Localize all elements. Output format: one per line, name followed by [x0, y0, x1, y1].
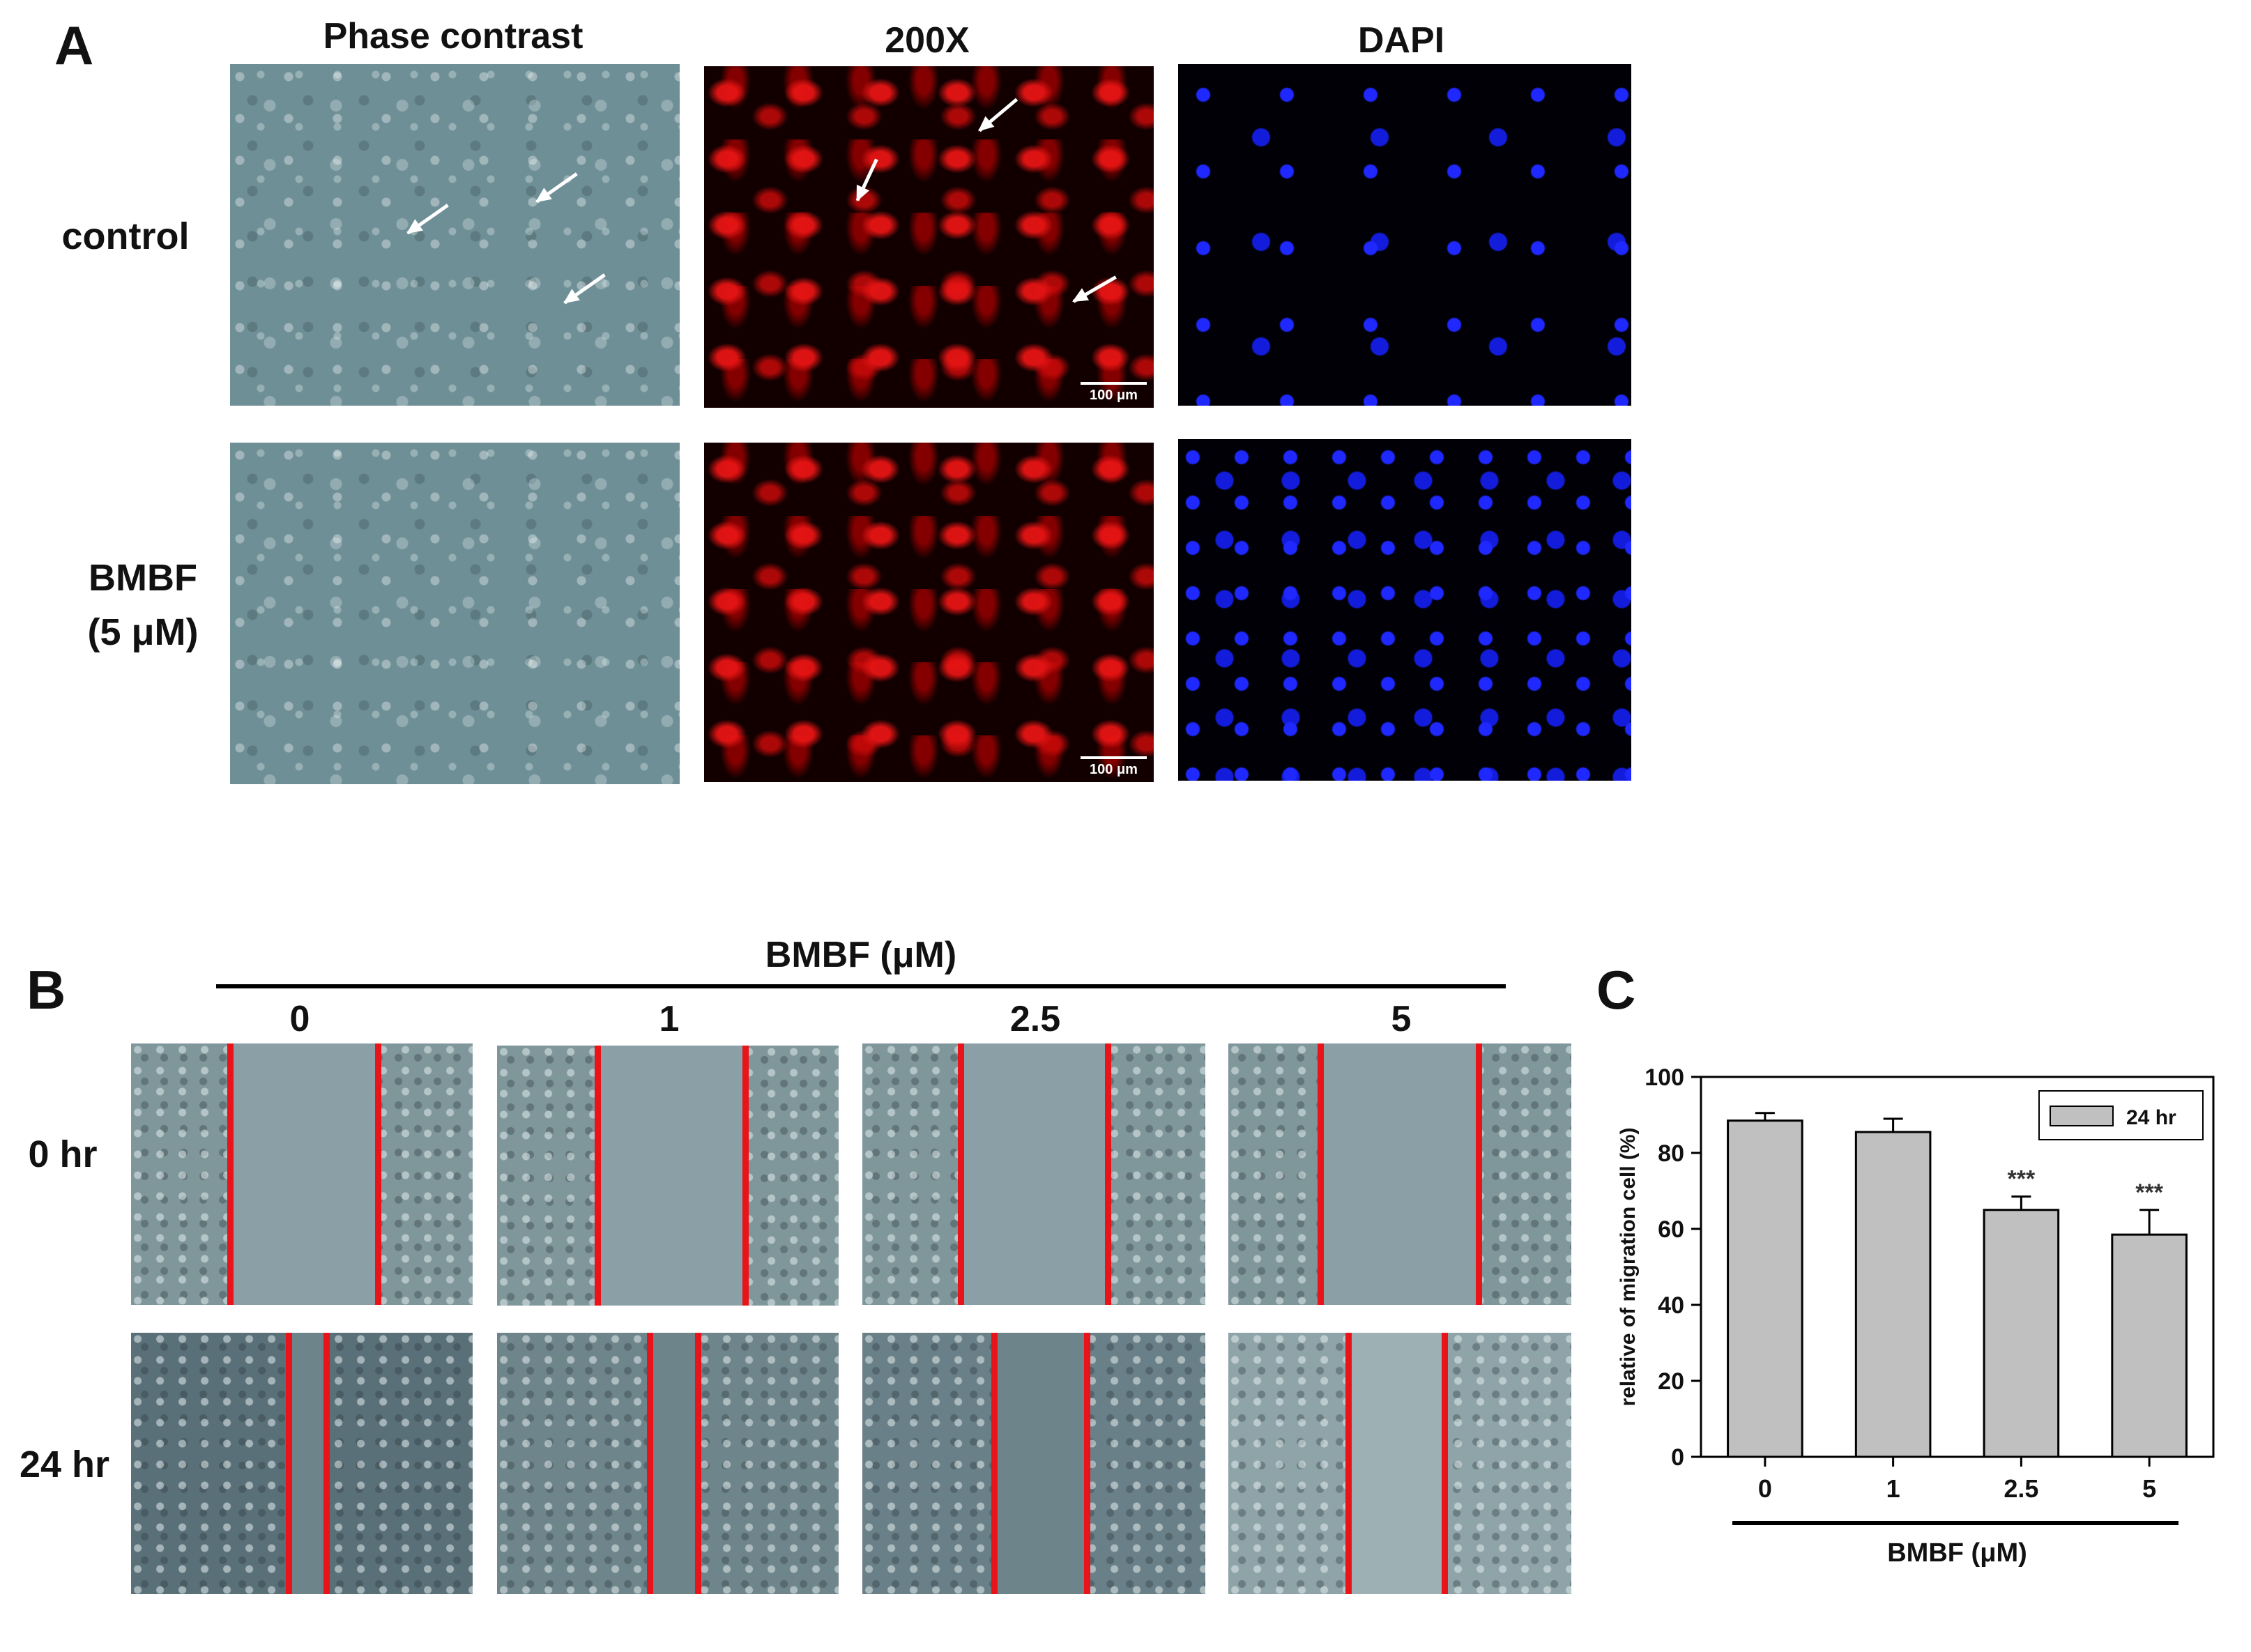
wound-gap: [649, 1333, 696, 1594]
time-label-24hr: 24 hr: [19, 1444, 110, 1485]
panel-a-letter: A: [54, 15, 94, 76]
legend-label: 24 hr: [2126, 1106, 2176, 1129]
wound-image-24hr-0: [131, 1333, 473, 1594]
scale-bar-label: 100 μm: [1090, 762, 1138, 777]
scale-bar-line: [1081, 756, 1147, 759]
wound-edge-line: [958, 1043, 964, 1305]
y-tick-label: 60: [1658, 1216, 1684, 1243]
wound-image-24hr-1: [497, 1333, 839, 1594]
concentration-label: 0: [289, 999, 310, 1039]
wound-edge-line: [695, 1333, 701, 1594]
wound-image-24hr-2.5: [862, 1333, 1205, 1594]
concentration-label: 1: [659, 999, 680, 1039]
y-tick-label: 100: [1645, 1064, 1684, 1091]
x-tick-label: 2.5: [2004, 1474, 2038, 1503]
micrograph-dapi-control: [1178, 64, 1631, 406]
wound-edge-line: [1084, 1333, 1090, 1594]
wound-image-0hr-2.5: [862, 1043, 1205, 1305]
y-tick-label: 40: [1658, 1292, 1684, 1319]
x-tick-label: 1: [1886, 1474, 1900, 1503]
wound-gap: [1319, 1043, 1478, 1305]
y-axis-label: relative of migration cell (%): [1617, 1127, 1640, 1406]
y-tick-label: 80: [1658, 1140, 1684, 1167]
column-header-phase-contrast: Phase contrast: [323, 16, 583, 56]
migration-bar-chart: 0 20 40 60 80 100 0 1 2.5 *** 5 *** BMBF (μM) relativ…: [1617, 1064, 2215, 1568]
x-tick-label: 5: [2142, 1474, 2156, 1503]
bmbf-group-title: BMBF (μM): [765, 935, 957, 975]
wound-edge-line: [1318, 1043, 1324, 1305]
wound-edge-line: [1345, 1333, 1352, 1594]
wound-edge-line: [375, 1043, 381, 1305]
micrograph-phase-control: [230, 64, 680, 406]
wound-edge-line: [595, 1046, 601, 1306]
wound-edge-line: [991, 1333, 998, 1594]
significance-label: ***: [2008, 1166, 2036, 1193]
wound-edge-line: [286, 1333, 292, 1594]
row-label-line: (5 μM): [87, 611, 199, 654]
scale-bar: 100 μm: [1081, 756, 1147, 778]
wound-gap: [596, 1046, 742, 1306]
wound-image-0hr-5: [1228, 1043, 1571, 1305]
bar: [2111, 1233, 2188, 1458]
x-axis-label: BMBF (μM): [1887, 1538, 2027, 1568]
legend-swatch: [2050, 1106, 2114, 1126]
wound-gap: [959, 1043, 1105, 1305]
significance-label: ***: [2135, 1179, 2163, 1206]
scale-bar: 100 μm: [1081, 382, 1147, 404]
wound-gap: [289, 1333, 323, 1594]
row-label-line: control: [61, 215, 190, 257]
wound-edge-line: [1105, 1043, 1111, 1305]
wound-gap: [993, 1333, 1084, 1594]
wound-edge-line: [227, 1043, 234, 1305]
row-label-line: BMBF: [89, 557, 197, 599]
wound-edge-line: [323, 1333, 330, 1594]
micrograph-200x-control: 100 μm: [704, 66, 1154, 408]
bar: [1983, 1209, 2060, 1458]
column-header-dapi: DAPI: [1357, 20, 1445, 61]
wound-image-0hr-0: [131, 1043, 473, 1305]
bar: [1854, 1131, 1932, 1458]
wound-gap: [229, 1043, 375, 1305]
scale-bar-label: 100 μm: [1090, 388, 1138, 403]
x-tick-label: 0: [1758, 1474, 1772, 1503]
concentration-label: 2.5: [1009, 999, 1061, 1039]
time-label-0hr: 0 hr: [28, 1133, 98, 1175]
y-tick-label: 0: [1671, 1444, 1684, 1471]
bmbf-group-line: [216, 984, 1506, 988]
micrograph-phase-bmbf: [230, 443, 680, 784]
concentration-label: 5: [1391, 999, 1412, 1039]
panel-c-letter: C: [1596, 959, 1636, 1020]
panel-b-letter: B: [26, 959, 66, 1020]
row-label-bmbf: BMBF (5 μM): [42, 551, 244, 660]
row-label-control: control: [28, 209, 223, 263]
micrograph-200x-bmbf: 100 μm: [704, 443, 1154, 782]
wound-edge-line: [1442, 1333, 1448, 1594]
plot-frame: [1700, 1076, 2215, 1458]
wound-edge-line: [647, 1333, 653, 1594]
scale-bar-line: [1081, 382, 1147, 385]
wound-edge-line: [1476, 1043, 1482, 1305]
wound-gap: [1347, 1333, 1444, 1594]
wound-image-0hr-1: [497, 1046, 839, 1306]
bar: [1727, 1119, 1803, 1458]
micrograph-dapi-bmbf: [1178, 439, 1631, 781]
wound-image-24hr-5: [1228, 1333, 1571, 1594]
wound-edge-line: [742, 1046, 749, 1306]
column-header-200x: 200X: [885, 20, 970, 61]
y-tick-label: 20: [1658, 1368, 1684, 1395]
